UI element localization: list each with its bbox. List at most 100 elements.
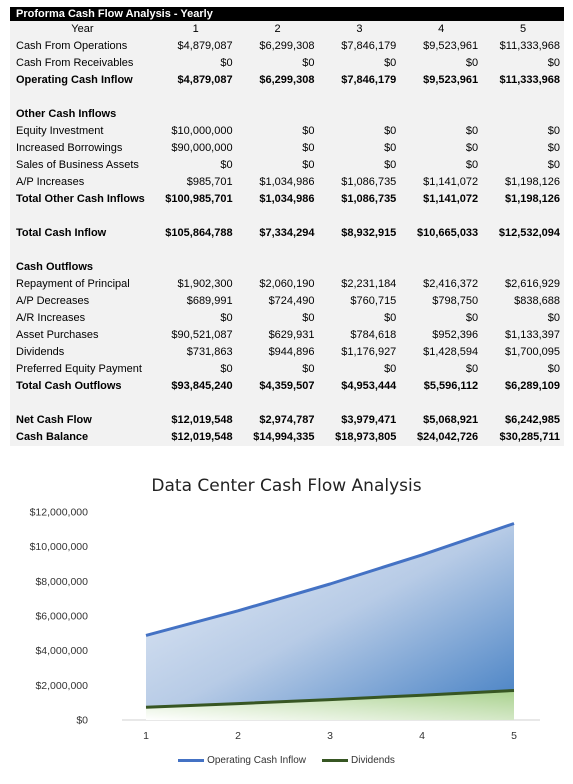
table-cell: $105,864,788 [154,225,237,242]
y-tick-label: $2,000,000 [35,680,88,692]
table-cell: $1,034,986 [236,174,319,191]
row-label [10,208,155,225]
table-header-row: Year 1 2 3 4 5 [10,21,565,38]
table-cell: $629,931 [236,327,319,344]
x-tick-label: 4 [419,730,425,742]
table-cell: $784,618 [318,327,401,344]
table-cell: $24,042,726 [400,429,483,446]
table-cell: $0 [482,157,565,174]
table-cell: $30,285,711 [482,429,565,446]
row-label: Net Cash Flow [10,412,155,429]
table-row: Cash From Receivables $0 $0 $0 $0 $0 [10,55,565,72]
table-cell: $985,701 [154,174,237,191]
table-cell: $1,034,986 [236,191,319,208]
row-label: Equity Investment [10,123,155,140]
table-row: Total Cash Inflow $105,864,788 $7,334,294 $… [10,225,565,242]
table-row: Repayment of Principal $1,902,300 $2,060,1… [10,276,565,293]
table-cell: $1,141,072 [400,174,483,191]
table-cell: $2,231,184 [318,276,401,293]
row-label: A/P Decreases [10,293,155,310]
table-cell: $0 [482,55,565,72]
table-row: Net Cash Flow $12,019,548 $2,974,787 $3,979… [10,412,565,429]
table-cell: $2,060,190 [236,276,319,293]
table-cell: $4,879,087 [154,38,237,55]
table-cell: $0 [482,123,565,140]
table-cell [154,259,237,276]
table-row: A/P Decreases $689,991 $724,490 $760,715 $79… [10,293,565,310]
table-cell: $1,133,397 [482,327,565,344]
table-cell: $2,974,787 [236,412,319,429]
table-cell: $0 [318,123,401,140]
table-cell [236,89,319,106]
table-cell [154,395,237,412]
table-cell: $11,333,968 [482,72,565,89]
table-cell [318,242,401,259]
table-cell: $9,523,961 [400,72,483,89]
table-cell: $0 [236,157,319,174]
y-tick-label: $12,000,000 [30,507,89,519]
table-cell: $0 [318,310,401,327]
table-cell: $0 [400,157,483,174]
table-cell [482,106,565,123]
chart-plot: $0 $2,000,000 $4,000,000 $6,000,000 $8,000,0… [30,507,540,742]
table-cell [482,242,565,259]
table-cell: $12,019,548 [154,429,237,446]
header-year-5: 5 [482,21,565,38]
table-cell: $1,176,927 [318,344,401,361]
table-cell: $14,994,335 [236,429,319,446]
table-cell: $6,299,308 [236,38,319,55]
table-cell: $2,616,929 [482,276,565,293]
table-cell: $0 [236,140,319,157]
table-cell: $5,068,921 [400,412,483,429]
table-cell [236,208,319,225]
table-row: Other Cash Inflows [10,106,565,123]
table-row: Asset Purchases $90,521,087 $629,931 $784,6… [10,327,565,344]
table-cell: $944,896 [236,344,319,361]
table-cell: $0 [154,361,237,378]
row-label [10,89,155,106]
area-operating-cash-inflow [146,523,514,720]
table-cell: $1,198,126 [482,191,565,208]
table-cell: $0 [318,157,401,174]
spacer-row [10,89,565,106]
table-cell: $0 [236,123,319,140]
row-label: Dividends [10,344,155,361]
y-tick-label: $4,000,000 [35,645,88,657]
cash-flow-chart: Data Center Cash Flow Analysis $0 $2,000,… [0,468,573,784]
table-cell: $0 [318,140,401,157]
row-label: Increased Borrowings [10,140,155,157]
table-cell [400,89,483,106]
table-cell: $0 [318,361,401,378]
table-cell: $689,991 [154,293,237,310]
table-cell [236,242,319,259]
table-cell: $731,863 [154,344,237,361]
legend-swatch [178,759,205,762]
legend-swatch [322,759,349,762]
table-cell [482,259,565,276]
legend-label: Dividends [351,755,395,766]
table-cell: $10,665,033 [400,225,483,242]
row-label: Repayment of Principal [10,276,155,293]
table-cell: $0 [154,310,237,327]
table-cell: $0 [400,140,483,157]
table-row: Cash From Operations $4,879,087 $6,299,308… [10,38,565,55]
table-cell: $3,979,471 [318,412,401,429]
table-cell: $90,000,000 [154,140,237,157]
table-cell [482,395,565,412]
table-row: Preferred Equity Payment $0 $0 $0 $0 $0 [10,361,565,378]
table-cell [400,208,483,225]
header-year-label: Year [10,21,155,38]
table-cell: $10,000,000 [154,123,237,140]
table-row: Equity Investment $10,000,000 $0 $0 $0 $0 [10,123,565,140]
table-title: Proforma Cash Flow Analysis - Yearly [10,7,564,21]
table-cell: $2,416,372 [400,276,483,293]
y-tick-label: $8,000,000 [35,576,88,588]
header-year-4: 4 [400,21,483,38]
table-cell: $7,846,179 [318,72,401,89]
table-cell: $0 [400,123,483,140]
table-cell [154,89,237,106]
table-row: Total Other Cash Inflows $100,985,701 $1,0… [10,191,565,208]
chart-title: Data Center Cash Flow Analysis [151,476,422,496]
table-row: Operating Cash Inflow $4,879,087 $6,299,30… [10,72,565,89]
table-cell [236,395,319,412]
